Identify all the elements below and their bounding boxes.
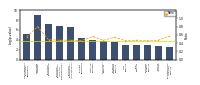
Bar (111, 42, 118, 60)
Y-axis label: Ratio: Ratio (185, 31, 189, 39)
Bar (45, 24, 52, 60)
Bar (34, 15, 41, 60)
Y-axis label: -log(p-value): -log(p-value) (8, 25, 12, 44)
Bar (155, 46, 162, 59)
Legend: Ratio: Ratio (164, 11, 176, 16)
Bar (122, 45, 129, 59)
Bar (78, 38, 85, 60)
Bar (23, 34, 30, 59)
Bar (100, 41, 107, 60)
Bar (133, 45, 140, 59)
Bar (144, 45, 151, 59)
Bar (56, 26, 63, 59)
Bar (67, 27, 74, 60)
Bar (89, 40, 96, 60)
Bar (166, 47, 173, 60)
